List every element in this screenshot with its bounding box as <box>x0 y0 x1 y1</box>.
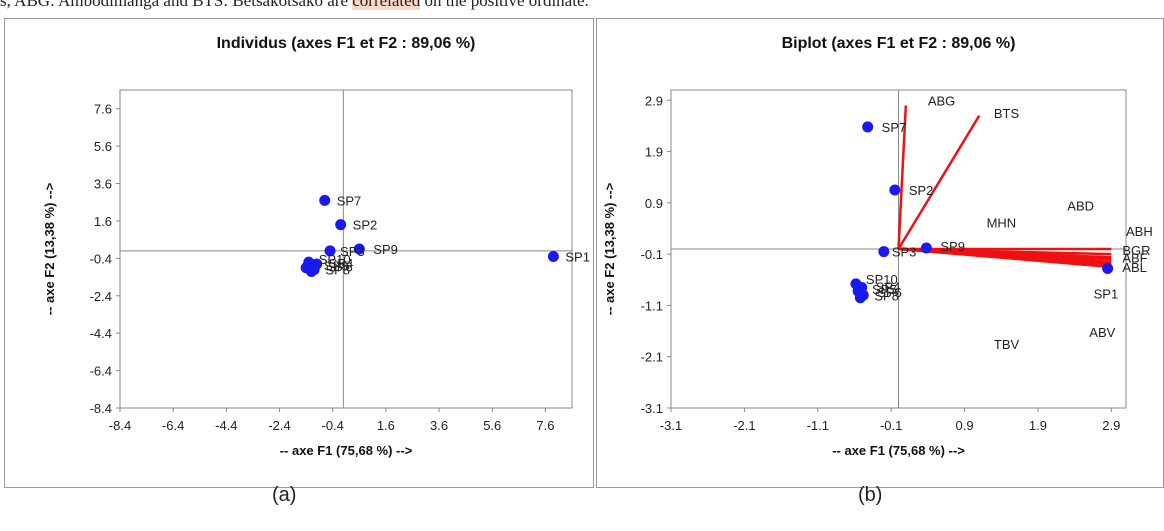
x-tick-label: -2.4 <box>268 418 290 433</box>
x-axis-label: -- axe F1 (75,68 %) --> <box>832 443 965 458</box>
y-axis-label: -- axe F2 (13,38 %) --> <box>602 182 617 315</box>
point-label-sp7: SP7 <box>882 120 907 135</box>
x-tick-label: 1.6 <box>377 418 395 433</box>
x-tick-label: -2.1 <box>733 418 755 433</box>
x-tick-label: 1.9 <box>1029 418 1047 433</box>
x-tick-label: 7.6 <box>536 418 554 433</box>
point-sp7 <box>862 121 874 133</box>
vector-label-bts: BTS <box>994 106 1020 121</box>
y-tick-label: -8.4 <box>90 401 112 416</box>
x-tick-label: 0.9 <box>956 418 974 433</box>
point-sp3 <box>324 245 336 257</box>
x-tick-label: -3.1 <box>660 418 682 433</box>
y-tick-label: -3.1 <box>641 401 663 416</box>
vector-label-abg: ABG <box>928 93 955 108</box>
point-label-sp10: SP10 <box>866 272 898 287</box>
caption-text-highlight: correlated <box>352 0 421 10</box>
point-label-sp3: SP3 <box>892 245 917 260</box>
y-tick-label: 1.9 <box>645 145 663 160</box>
x-tick-label: -0.4 <box>322 418 344 433</box>
point-label-sp2: SP2 <box>353 218 378 233</box>
point-sp2 <box>889 184 901 196</box>
vector-label-mhn: MHN <box>987 215 1017 230</box>
point-label-sp5: SP5 <box>872 282 897 297</box>
chart-title: Individus (axes F1 et F2 : 89,06 %) <box>217 35 476 52</box>
vector-label-abv: ABV <box>1089 325 1115 340</box>
y-tick-label: -2.4 <box>90 289 112 304</box>
x-axis-label: -- axe F1 (75,68 %) --> <box>280 443 413 458</box>
vector-label-abf: ABF <box>1122 250 1147 265</box>
point-label-sp8: SP8 <box>325 262 350 277</box>
x-tick-label: -6.4 <box>162 418 184 433</box>
vector-abg <box>897 105 908 250</box>
point-sp8 <box>305 265 317 277</box>
point-sp1 <box>547 250 559 262</box>
y-tick-label: -1.1 <box>641 298 663 313</box>
point-label-sp6: SP6 <box>877 285 902 300</box>
point-label-sp9: SP9 <box>373 242 398 257</box>
point-label-sp6: SP6 <box>328 260 353 275</box>
chart-individus: Individus (axes F1 et F2 : 89,06 %) -8.4 -… <box>4 18 594 488</box>
vector-label-abd: ABD <box>1067 199 1094 214</box>
point-label-sp4: SP4 <box>329 256 354 271</box>
point-label-sp2: SP2 <box>909 183 934 198</box>
plot-area <box>119 89 573 409</box>
figure-caption: s, ABG: Ambodimanga and BTS: Betsakotsak… <box>0 0 1164 13</box>
x-tick-label: 2.9 <box>1102 418 1120 433</box>
vector-label-bgr: BGR <box>1122 243 1150 258</box>
subcaption-b: (b) <box>858 484 883 506</box>
y-tick-label: 3.6 <box>94 177 112 192</box>
vector-label-abh: ABH <box>1126 224 1153 239</box>
point-sp3 <box>878 246 890 258</box>
y-tick-label: -2.1 <box>641 350 663 365</box>
point-sp8 <box>854 292 866 304</box>
point-label-sp3: SP3 <box>340 244 365 259</box>
y-tick-label: -0.1 <box>641 247 663 262</box>
y-tick-label: 2.9 <box>645 93 663 108</box>
x-tick-label: -1.1 <box>807 418 829 433</box>
subcaption-a: (a) <box>272 484 297 506</box>
y-tick-label: 5.6 <box>94 139 112 154</box>
chart-frame <box>4 18 594 488</box>
x-tick-label: -8.4 <box>109 418 131 433</box>
chart-title: Biplot (axes F1 et F2 : 89,06 %) <box>782 35 1016 52</box>
vector-tbv <box>898 247 1112 266</box>
point-label-sp1: SP1 <box>1094 286 1119 301</box>
vector-bts <box>897 114 981 250</box>
y-tick-label: -6.4 <box>90 364 112 379</box>
point-label-sp7: SP7 <box>337 193 362 208</box>
x-tick-label: -4.4 <box>215 418 237 433</box>
caption-text-after: on the positive ordinate. <box>420 0 589 10</box>
caption-text-before: s, ABG: Ambodimanga and BTS: Betsakotsak… <box>0 0 353 10</box>
x-tick-label: 3.6 <box>430 418 448 433</box>
point-label-sp4: SP4 <box>876 279 901 294</box>
point-sp2 <box>335 219 347 231</box>
point-sp7 <box>319 194 331 206</box>
y-tick-label: -0.4 <box>90 251 112 266</box>
y-tick-label: 1.6 <box>94 214 112 229</box>
vector-label-abl: ABL <box>1122 260 1147 275</box>
x-tick-label: -0.1 <box>880 418 902 433</box>
point-sp9 <box>353 243 365 255</box>
point-label-sp5: SP5 <box>324 259 349 274</box>
point-label-sp8: SP8 <box>874 289 899 304</box>
point-sp1 <box>1102 262 1114 274</box>
vector-label-tbv: TBV <box>994 337 1020 352</box>
chart-biplot: Biplot (axes F1 et F2 : 89,06 %) -3.1 -2.1… <box>596 18 1164 488</box>
point-label-sp10: SP10 <box>319 252 351 267</box>
y-axis-label: -- axe F2 (13,38 %) --> <box>42 182 57 315</box>
y-tick-label: -4.4 <box>90 326 112 341</box>
point-label-sp1: SP1 <box>565 249 590 264</box>
x-tick-label: 5.6 <box>483 418 501 433</box>
point-sp9 <box>920 242 932 254</box>
y-tick-label: 0.9 <box>645 196 663 211</box>
y-tick-label: 7.6 <box>94 102 112 117</box>
point-label-sp9: SP9 <box>940 239 965 254</box>
